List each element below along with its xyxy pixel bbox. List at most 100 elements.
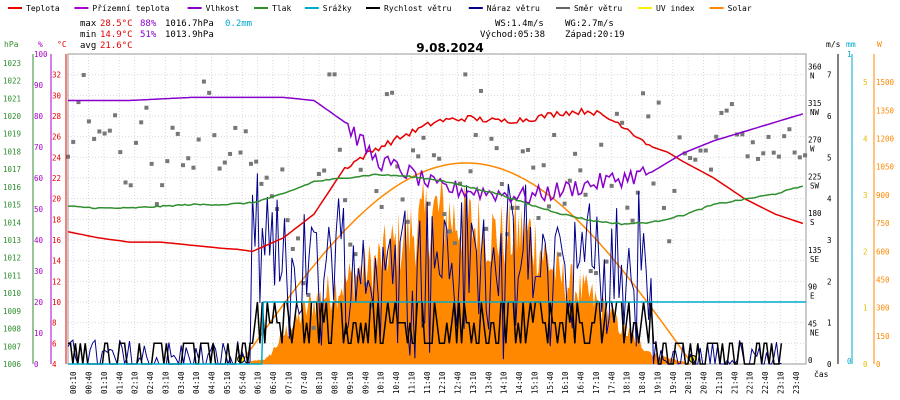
wind-direction-point <box>437 156 442 161</box>
hpa-unit: hPa <box>4 40 19 49</box>
x-tick-label: 12:40 <box>454 371 463 394</box>
wind-direction-point <box>92 136 97 141</box>
wind-direction-point <box>599 142 604 147</box>
hpa-tick-label: 1016 <box>3 183 22 192</box>
max-temp: 28.5°C <box>100 19 133 29</box>
wind-direction-point <box>761 151 766 156</box>
x-tick-label: 01:10 <box>100 371 109 394</box>
wind-direction-point <box>693 157 698 162</box>
legend-label: Srážky <box>323 4 352 13</box>
temp-tick-label: 20 <box>52 195 62 204</box>
wind-direction-point <box>363 282 368 287</box>
x-tick-label: 16:10 <box>561 371 570 394</box>
wind-tick-label: 7 <box>827 71 832 80</box>
legend-label: Směr větru <box>574 4 622 13</box>
hpa-tick-label: 1007 <box>3 342 21 351</box>
wind-direction-point <box>222 160 227 165</box>
wind-direction-point <box>745 154 750 159</box>
wind-direction-point <box>139 120 144 125</box>
direction-tick-label: NE <box>810 328 820 337</box>
x-tick-label: 21:10 <box>715 371 724 394</box>
hpa-tick-label: 1008 <box>3 325 22 334</box>
wind-direction-point <box>740 132 745 137</box>
max-pressure: 1016.7hPa <box>165 19 214 29</box>
wind-direction-point <box>729 102 734 107</box>
uv-tick-label: 3 <box>863 191 868 200</box>
wind-direction-point <box>405 219 410 224</box>
wind-direction-point <box>489 136 494 141</box>
hpa-tick-label: 1013 <box>3 236 21 245</box>
wind-direction-point <box>803 153 808 158</box>
avg-label: avg <box>80 41 96 51</box>
wind-direction-point <box>609 183 614 188</box>
wind-direction-point <box>526 147 531 152</box>
x-tick-label: 14:10 <box>500 371 509 394</box>
x-tick-label: 12:10 <box>438 371 447 394</box>
x-tick-label: 22:10 <box>746 371 755 394</box>
wind-tick-label: 3 <box>827 236 832 245</box>
solar-tick-label: 450 <box>876 275 890 284</box>
wind-direction-point <box>536 215 541 220</box>
x-tick-label: 05:10 <box>223 371 232 394</box>
temp-tick-label: 28 <box>52 112 62 121</box>
x-tick-label: 15:40 <box>546 371 555 394</box>
wind-direction-point <box>400 197 405 202</box>
wind-direction-point <box>353 252 358 257</box>
wind-direction-point <box>66 154 70 159</box>
x-tick-label: 01:40 <box>115 371 124 394</box>
pct-tick-label: 0 <box>34 360 39 369</box>
wind-direction-point <box>756 156 761 161</box>
wind-direction-point <box>154 202 159 207</box>
wind-direction-point <box>478 88 483 93</box>
hpa-tick-label: 1019 <box>3 130 21 139</box>
wind-direction-point <box>573 151 578 156</box>
temp-tick-label: 16 <box>52 236 62 245</box>
x-tick-label: 18:40 <box>638 371 647 394</box>
sunrise-stat: Východ:05:38 <box>480 30 545 40</box>
temp-tick-label: 32 <box>52 71 61 80</box>
temp-tick-label: 14 <box>52 257 62 266</box>
direction-tick-label: 270 <box>808 136 822 145</box>
wind-direction-point <box>358 167 363 172</box>
temp-tick-label: 24 <box>52 153 62 162</box>
x-tick-label: 21:40 <box>730 371 739 394</box>
wind-direction-point <box>416 154 421 159</box>
wind-direction-point <box>703 148 708 153</box>
wind-direction-point <box>374 189 379 194</box>
wind-direction-point <box>379 204 384 209</box>
wind-direction-point <box>463 72 468 77</box>
wind-direction-point <box>593 271 598 276</box>
wind-direction-point <box>97 129 102 134</box>
wind-direction-point <box>620 120 625 125</box>
wind-direction-point <box>672 188 677 193</box>
x-tick-label: 00:40 <box>85 371 94 394</box>
direction-tick-label: SW <box>810 181 820 190</box>
wind-direction-point <box>133 140 138 145</box>
x-tick-label: 02:10 <box>131 371 140 394</box>
legend-label: UV index <box>656 4 695 13</box>
x-tick-label: 08:40 <box>331 371 340 394</box>
wind-direction-point <box>635 190 640 195</box>
wind-direction-point <box>651 181 656 186</box>
temp-tick-label: 8 <box>52 319 57 328</box>
wind-direction-point <box>656 100 661 105</box>
wind-direction-point <box>431 153 436 158</box>
wind-tick-label: 2 <box>827 277 832 286</box>
wind-direction-point <box>458 181 463 186</box>
avg-temp: 21.6°C <box>100 41 133 51</box>
direction-tick-label: E <box>810 292 815 301</box>
hpa-tick-label: 1023 <box>3 59 21 68</box>
wind-direction-point <box>714 134 719 139</box>
direction-tick-label: 90 <box>808 283 818 292</box>
wind-direction-point <box>228 151 233 156</box>
hpa-tick-label: 1018 <box>3 147 22 156</box>
wind-direction-point <box>776 154 781 159</box>
direction-tick-label: 45 <box>808 319 817 328</box>
wind-direction-point <box>630 218 635 223</box>
hpa-tick-label: 1015 <box>3 201 21 210</box>
x-tick-label: 06:10 <box>254 371 263 394</box>
wind-direction-point <box>144 105 149 110</box>
wind-direction-point <box>641 91 646 96</box>
wind-direction-point <box>661 205 666 210</box>
wind-direction-point <box>724 108 729 113</box>
